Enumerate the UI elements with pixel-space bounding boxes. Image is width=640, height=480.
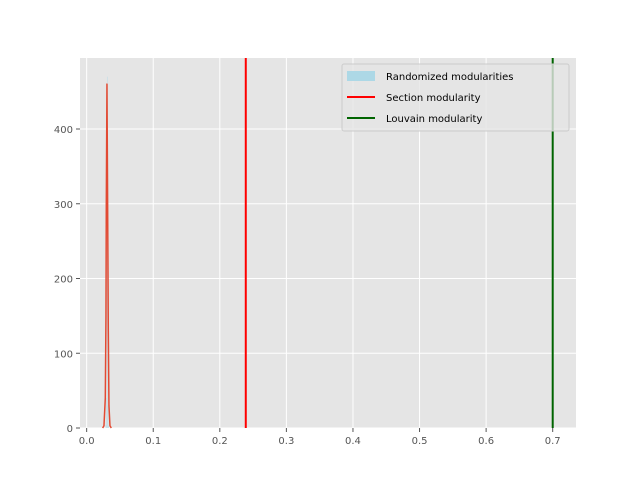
y-tick-label: 100	[54, 349, 73, 360]
x-tick-label: 0.4	[345, 436, 361, 447]
histogram-bar	[106, 398, 107, 428]
kde-line	[101, 83, 112, 429]
histogram-bar	[107, 405, 109, 428]
x-tick-label: 0.5	[412, 436, 428, 447]
y-tick-label: 200	[54, 275, 73, 286]
y-tick-label: 300	[54, 200, 73, 211]
legend-swatch-randomized	[347, 71, 375, 81]
x-tick-label: 0.2	[212, 436, 228, 447]
x-tick-label: 0.7	[545, 436, 561, 447]
x-tick-label: 0.3	[278, 436, 294, 447]
legend-box	[341, 63, 570, 132]
y-tick-label: 400	[54, 125, 73, 136]
legend-label-section: Section modularity	[386, 93, 481, 104]
legend: Randomized modularities Section modulari…	[341, 63, 570, 132]
kde-curve	[101, 83, 112, 429]
x-axis: 0.0 0.1 0.2 0.3 0.4 0.5 0.6 0.7	[79, 428, 561, 447]
x-tick-label: 0.0	[79, 436, 95, 447]
legend-label-louvain: Louvain modularity	[386, 114, 482, 125]
y-axis: 0 100 200 300 400	[54, 125, 80, 435]
y-tick-label: 0	[67, 424, 73, 435]
legend-label-randomized: Randomized modularities	[386, 72, 514, 83]
histogram-bar	[105, 425, 107, 428]
x-tick-label: 0.6	[478, 436, 494, 447]
histogram-bar	[108, 425, 109, 428]
x-tick-label: 0.1	[145, 436, 161, 447]
